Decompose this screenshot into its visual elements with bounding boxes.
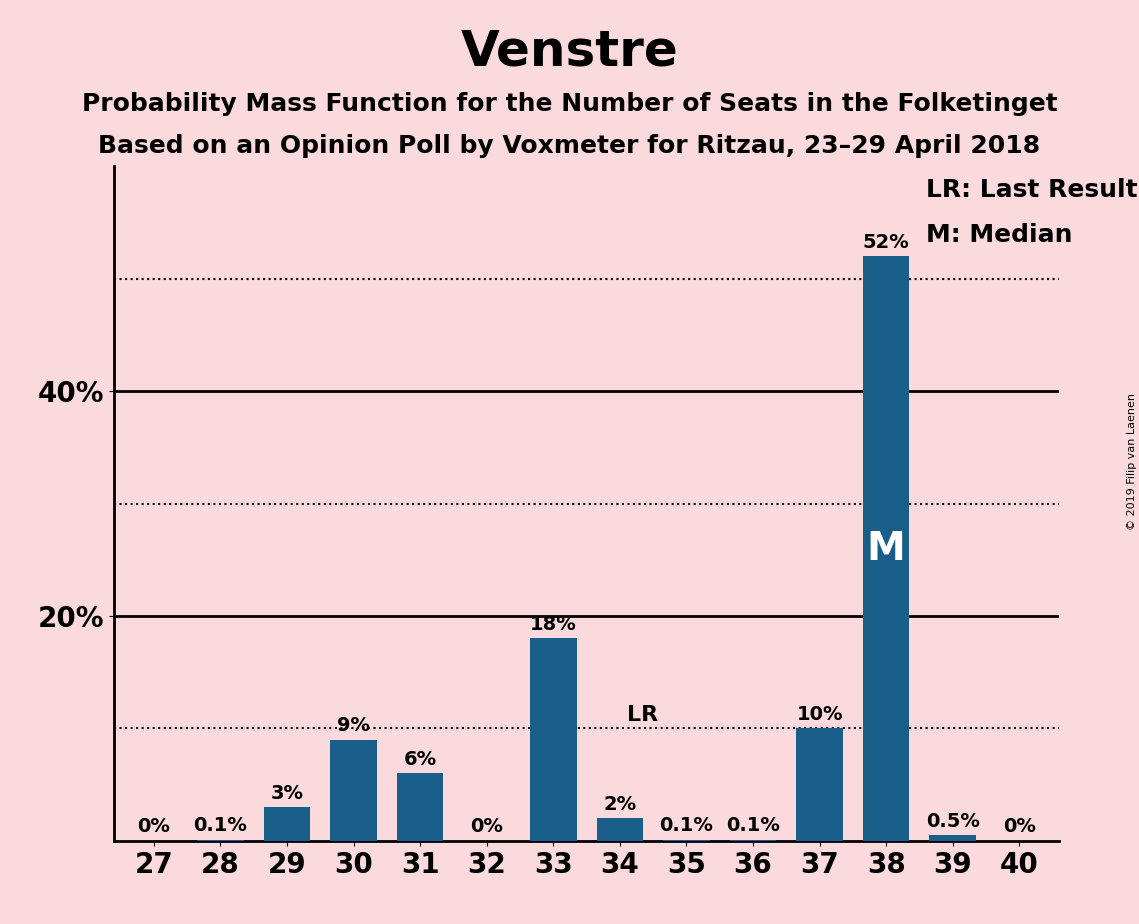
Text: M: Median: M: Median [926, 223, 1073, 247]
Text: 3%: 3% [270, 784, 303, 803]
Text: 0%: 0% [470, 818, 503, 836]
Text: 10%: 10% [796, 705, 843, 723]
Bar [663, 840, 710, 841]
Text: M: M [867, 529, 906, 567]
Bar [730, 840, 777, 841]
Text: 0%: 0% [1002, 818, 1035, 836]
Text: 0%: 0% [138, 818, 171, 836]
Bar [330, 739, 377, 841]
Bar [396, 773, 443, 841]
Text: LR: LR [626, 705, 657, 725]
Bar [863, 256, 909, 841]
Text: Based on an Opinion Poll by Voxmeter for Ritzau, 23–29 April 2018: Based on an Opinion Poll by Voxmeter for… [98, 134, 1041, 158]
Text: 9%: 9% [337, 716, 370, 736]
Text: 0.5%: 0.5% [926, 811, 980, 831]
Text: LR: Last Result: LR: Last Result [926, 177, 1138, 201]
Text: Venstre: Venstre [460, 28, 679, 76]
Bar [197, 840, 244, 841]
Text: Probability Mass Function for the Number of Seats in the Folketinget: Probability Mass Function for the Number… [82, 92, 1057, 116]
Bar [530, 638, 576, 841]
Bar [597, 819, 644, 841]
Text: 0.1%: 0.1% [726, 816, 780, 835]
Text: © 2019 Filip van Laenen: © 2019 Filip van Laenen [1126, 394, 1137, 530]
Bar [264, 808, 310, 841]
Bar [929, 835, 976, 841]
Text: 18%: 18% [530, 615, 576, 634]
Bar [796, 728, 843, 841]
Text: 2%: 2% [604, 795, 637, 814]
Text: 0.1%: 0.1% [659, 816, 713, 835]
Text: 6%: 6% [403, 750, 436, 769]
Text: 52%: 52% [863, 233, 910, 251]
Text: 0.1%: 0.1% [194, 816, 247, 835]
